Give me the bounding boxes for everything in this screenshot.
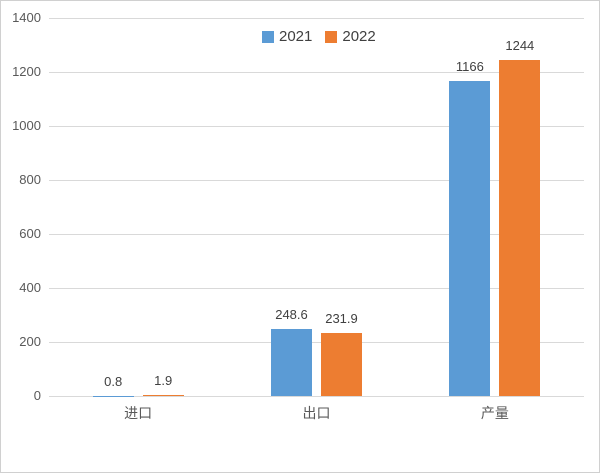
y-axis-tick-label: 1000 [12,118,41,133]
y-axis-tick-label: 400 [19,280,41,295]
bar-value-label: 231.9 [325,311,358,327]
legend-item-2021: 2021 [262,29,312,45]
y-axis-tick-label: 1400 [12,10,41,25]
legend-swatch-icon [325,31,338,43]
gridline [49,126,584,127]
bar-2021 [449,81,491,396]
chart-legend: 2021 2022 [262,29,376,45]
y-axis-tick-label: 1200 [12,64,41,79]
bar-2022 [499,60,541,396]
y-axis-tick-label: 600 [19,226,41,241]
x-axis-category-label: 产量 [480,405,509,421]
legend-swatch-icon [262,31,274,43]
bar-value-label: 1166 [455,59,484,75]
y-axis-tick-label: 0 [33,388,41,403]
bar-2021 [271,328,312,396]
y-axis-tick-label: 800 [19,172,41,187]
bar-value-label: 0.8 [104,373,123,389]
gridline [49,342,584,343]
bar-value-label: 1244 [505,38,535,54]
x-axis-category-label: 出口 [302,405,331,421]
bar-2022 [142,395,184,396]
gridline [49,288,584,289]
gridline [49,234,584,235]
legend-item-2022: 2022 [325,28,376,45]
gridline [49,396,584,397]
gridline [49,72,584,73]
bar-2022 [321,333,362,396]
y-axis-tick-label: 200 [19,334,41,349]
gridline [49,180,584,181]
gridline [49,18,584,19]
legend-label: 2021 [279,28,313,45]
x-axis-category-label: 进口 [124,405,153,421]
legend-label: 2022 [342,28,376,45]
bar-value-label: 248.6 [275,306,308,322]
bar-value-label: 1.9 [154,373,173,389]
